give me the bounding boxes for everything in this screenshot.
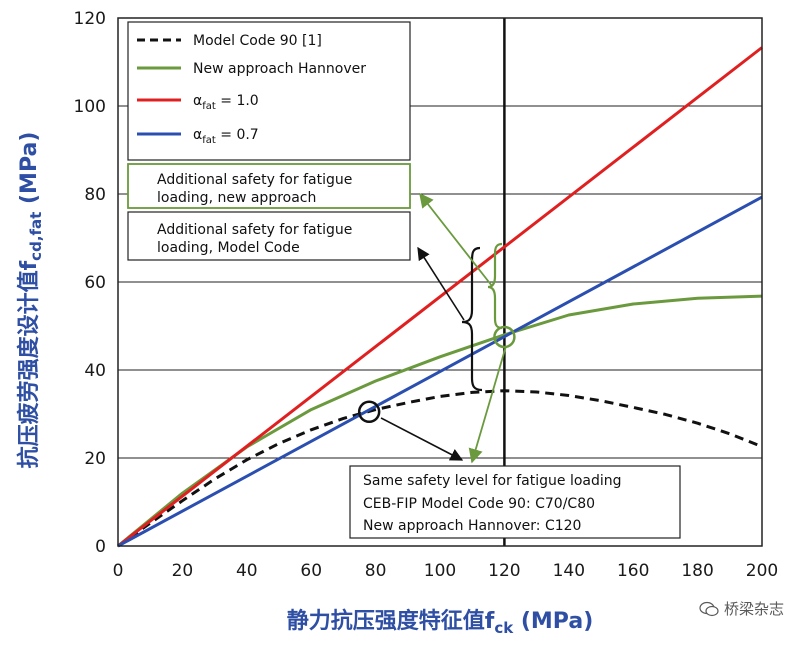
x-tick-40: 40 <box>236 561 258 581</box>
y-tick-labels: 0 20 40 60 80 100 120 <box>74 9 106 557</box>
marked-point-0 <box>357 400 381 424</box>
note-same-safety-line1: Same safety level for fatigue loading <box>363 473 622 489</box>
legend-label-alpha-1: αfat = 1.0 <box>193 93 259 112</box>
marked-points <box>357 325 516 424</box>
note-same-safety-line3: New approach Hannover: C120 <box>363 518 581 534</box>
x-tick-160: 160 <box>617 561 649 581</box>
note-same-safety: Same safety level for fatigue loading CE… <box>349 465 681 539</box>
legend-label-alpha-07: αfat = 0.7 <box>193 127 259 146</box>
legend-alpha-1-value: = 1.0 <box>216 93 259 109</box>
x-tick-180: 180 <box>681 561 713 581</box>
legend-label-hannover: New approach Hannover <box>193 61 366 77</box>
x-tick-0: 0 <box>113 561 124 581</box>
wechat-icon <box>699 601 719 616</box>
watermark: 桥梁杂志 <box>699 598 784 619</box>
series-model-code-90 <box>117 389 763 548</box>
note-same-safety-line2: CEB-FIP Model Code 90: C70/C80 <box>363 496 595 512</box>
x-tick-120: 120 <box>488 561 520 581</box>
y-tick-60: 60 <box>84 273 106 293</box>
y-tick-120: 120 <box>74 9 106 29</box>
y-axis-title-main: 抗压疲劳强度设计值f <box>16 260 42 468</box>
x-axis-title-sub: ck <box>494 619 514 637</box>
y-tick-40: 40 <box>84 361 106 381</box>
watermark-text: 桥梁杂志 <box>723 600 784 618</box>
note-new-approach-line2: loading, new approach <box>157 190 316 206</box>
note-model-code-box <box>127 211 411 261</box>
x-axis-title-main: 静力抗压强度特征值f <box>287 608 495 634</box>
note-model-code-line2: loading, Model Code <box>157 240 300 256</box>
x-axis-title-unit: (MPa) <box>513 609 593 634</box>
x-tick-100: 100 <box>424 561 456 581</box>
legend: Model Code 90 [1] New approach Hannover … <box>127 21 411 161</box>
legend-alpha-07-symbol: α <box>193 127 202 143</box>
legend-label-model-code: Model Code 90 [1] <box>193 33 322 49</box>
legend-box <box>127 21 411 161</box>
x-tick-80: 80 <box>365 561 387 581</box>
note-new-approach-box <box>127 163 411 209</box>
note-model-code-line1: Additional safety for fatigue <box>157 222 352 238</box>
y-axis-title-sub: cd,fat <box>27 212 45 261</box>
series-alpha-fat-0-7 <box>117 195 763 548</box>
x-tick-200: 200 <box>746 561 778 581</box>
y-tick-80: 80 <box>84 185 106 205</box>
y-tick-20: 20 <box>84 449 106 469</box>
plot-frame <box>117 17 763 547</box>
note-new-approach-line1: Additional safety for fatigue <box>157 172 352 188</box>
x-tick-20: 20 <box>172 561 194 581</box>
legend-alpha-07-value: = 0.7 <box>216 127 259 143</box>
y-tick-0: 0 <box>95 537 106 557</box>
x-tick-labels: 0 20 40 60 80 100 120 140 160 180 200 <box>113 561 779 581</box>
arrow-to-same-safety-green <box>468 345 507 464</box>
note-same-safety-box <box>349 465 681 539</box>
x-tick-140: 140 <box>553 561 585 581</box>
marked-point-1 <box>493 325 516 349</box>
legend-alpha-1-symbol: α <box>193 93 202 109</box>
note-new-approach: Additional safety for fatigue loading, n… <box>127 163 411 209</box>
y-axis-title-unit: (MPa) <box>17 132 42 212</box>
x-tick-60: 60 <box>300 561 322 581</box>
x-axis-title: 静力抗压强度特征值fck (MPa) <box>287 608 594 637</box>
arrow-to-new-approach-note <box>419 192 493 287</box>
legend-alpha-07-sub: fat <box>202 135 216 146</box>
series-lines <box>117 46 763 548</box>
series-alpha-fat-1-0 <box>117 46 763 548</box>
y-axis-title: 抗压疲劳强度设计值fcd,fat (MPa) <box>16 132 45 469</box>
brace-model-code <box>461 246 483 392</box>
brace-new-approach <box>487 242 503 330</box>
arrow-to-model-code-note <box>417 246 465 321</box>
note-model-code: Additional safety for fatigue loading, M… <box>127 211 411 261</box>
arrow-to-same-safety-black <box>380 417 464 461</box>
y-tick-100: 100 <box>74 97 106 117</box>
legend-alpha-1-sub: fat <box>202 101 216 112</box>
